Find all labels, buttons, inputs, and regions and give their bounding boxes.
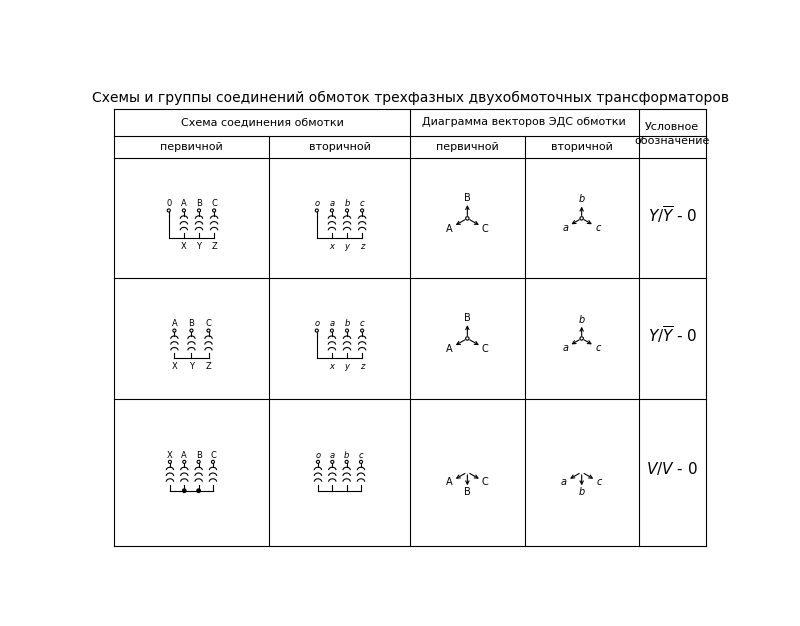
Text: B: B [464, 488, 470, 498]
Text: o: o [314, 319, 319, 329]
Text: y: y [345, 242, 350, 250]
Text: A: A [446, 477, 453, 487]
Text: 0: 0 [166, 199, 171, 208]
Text: C: C [206, 319, 211, 329]
Text: a: a [562, 343, 568, 353]
Text: c: c [597, 477, 602, 487]
Text: A: A [182, 451, 187, 459]
Text: b: b [344, 199, 350, 208]
Text: B: B [464, 313, 470, 323]
Text: B: B [464, 193, 470, 203]
Text: Условное
обозначение: Условное обозначение [634, 121, 710, 146]
Text: вторичной: вторичной [309, 142, 370, 152]
Text: c: c [595, 343, 601, 353]
Text: X: X [181, 242, 186, 250]
Text: a: a [330, 199, 334, 208]
Text: z: z [360, 362, 364, 371]
Text: o: o [314, 199, 319, 208]
Text: Y: Y [189, 362, 194, 371]
Text: Y: Y [197, 242, 202, 250]
Text: C: C [482, 477, 489, 487]
Text: первичной: первичной [436, 142, 498, 152]
Text: C: C [482, 223, 489, 233]
Text: c: c [358, 451, 363, 459]
Text: A: A [181, 199, 186, 208]
Text: вторичной: вторичной [550, 142, 613, 152]
Text: A: A [446, 344, 453, 354]
Text: Диаграмма векторов ЭДС обмотки: Диаграмма векторов ЭДС обмотки [422, 118, 626, 128]
Text: $\mathit{V}$/$\mathit{V}$ - 0: $\mathit{V}$/$\mathit{V}$ - 0 [646, 459, 698, 477]
Text: a: a [330, 319, 334, 329]
Text: c: c [360, 199, 365, 208]
Text: a: a [330, 451, 335, 459]
Text: Схемы и группы соединений обмоток трехфазных двухобмоточных трансформаторов: Схемы и группы соединений обмоток трехфа… [91, 91, 729, 105]
Text: $\mathit{Y}$/$\mathit{\overline{Y}}$ - 0: $\mathit{Y}$/$\mathit{\overline{Y}}$ - 0 [647, 204, 697, 225]
Circle shape [197, 489, 200, 493]
Text: b: b [344, 451, 350, 459]
Text: c: c [595, 223, 601, 233]
Text: Z: Z [211, 242, 217, 250]
Text: x: x [330, 242, 334, 250]
Text: o: o [315, 451, 321, 459]
Text: y: y [345, 362, 350, 371]
Text: B: B [196, 199, 202, 208]
Text: X: X [171, 362, 178, 371]
Text: a: a [562, 223, 568, 233]
Text: первичной: первичной [160, 142, 223, 152]
Circle shape [182, 489, 186, 493]
Text: C: C [482, 344, 489, 354]
Text: A: A [171, 319, 178, 329]
Text: b: b [344, 319, 350, 329]
Text: B: B [196, 451, 202, 459]
Text: x: x [330, 362, 334, 371]
Text: C: C [210, 451, 216, 459]
Text: Схема соединения обмотки: Схема соединения обмотки [181, 118, 343, 128]
Text: c: c [360, 319, 365, 329]
Text: B: B [189, 319, 194, 329]
Text: $\mathit{Y}$/$\mathit{\overline{Y}}$ - 0: $\mathit{Y}$/$\mathit{\overline{Y}}$ - 0 [647, 324, 697, 345]
Text: X: X [167, 451, 173, 459]
Text: A: A [446, 223, 453, 233]
Text: Z: Z [206, 362, 211, 371]
Text: C: C [211, 199, 217, 208]
Text: z: z [360, 242, 364, 250]
Text: b: b [578, 488, 585, 498]
Text: b: b [578, 195, 585, 205]
Text: a: a [561, 477, 567, 487]
Text: b: b [578, 315, 585, 325]
